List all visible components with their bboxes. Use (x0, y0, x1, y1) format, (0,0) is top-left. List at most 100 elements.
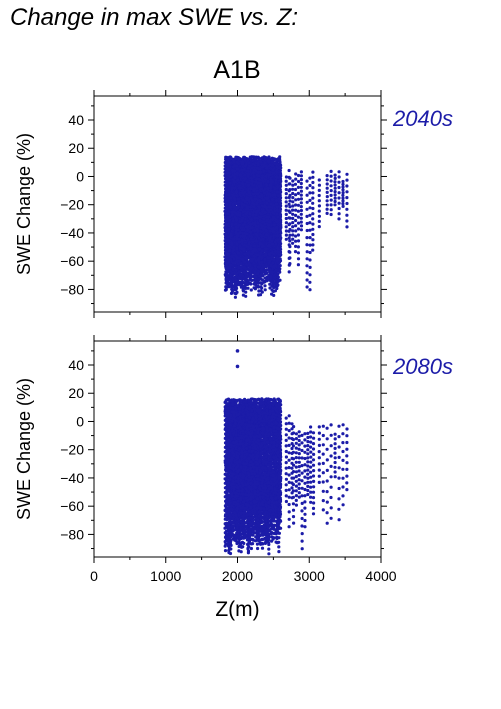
data-point (263, 257, 267, 262)
data-point (293, 187, 298, 192)
data-point (240, 168, 244, 173)
data-point (311, 170, 315, 174)
data-point (294, 234, 298, 238)
data-point (275, 165, 279, 169)
data-point (311, 186, 315, 190)
data-point (258, 254, 262, 258)
data-point (284, 204, 288, 208)
data-point (231, 261, 235, 265)
data-point (254, 224, 258, 228)
data-point (235, 160, 239, 164)
data-point (291, 187, 295, 191)
data-point (263, 187, 267, 191)
data-point (226, 266, 230, 270)
data-point (271, 193, 275, 197)
data-point (275, 278, 280, 282)
data-point (229, 258, 233, 262)
data-point (235, 194, 239, 198)
data-point (305, 257, 309, 261)
y-tick-label: 40 (68, 112, 84, 128)
data-point (341, 179, 345, 184)
data-point (243, 284, 247, 288)
data-point (284, 192, 288, 196)
data-point (274, 242, 278, 246)
data-point (243, 173, 247, 177)
data-point (235, 260, 239, 264)
data-point (262, 169, 266, 173)
data-point (245, 281, 249, 285)
data-point (299, 170, 303, 174)
data-point (329, 169, 333, 173)
data-point (270, 279, 274, 283)
data-point (237, 259, 241, 263)
data-point (246, 274, 250, 278)
data-point (296, 215, 300, 219)
data-point (244, 163, 248, 167)
x-tick-label: 4000 (365, 568, 396, 584)
data-point (250, 278, 254, 282)
data-point (264, 233, 268, 237)
data-point (228, 273, 232, 277)
data-point (254, 210, 259, 214)
data-point (258, 199, 262, 203)
data-point (240, 202, 244, 206)
data-point (224, 187, 228, 191)
data-point (291, 233, 295, 237)
data-point (345, 225, 349, 229)
data-point (241, 288, 245, 292)
y-tick-label: −80 (60, 281, 84, 297)
data-point (317, 188, 321, 192)
data-point (296, 257, 301, 261)
data-point (234, 222, 238, 226)
data-point (263, 210, 267, 215)
data-point (251, 213, 255, 217)
data-point (263, 225, 267, 229)
data-point (233, 169, 237, 173)
data-point (227, 171, 231, 176)
data-point (308, 250, 312, 255)
data-point (239, 173, 243, 177)
data-point (241, 182, 245, 186)
data-point (231, 193, 235, 197)
panel-label-2080s: 2080s (393, 354, 453, 379)
data-point (325, 174, 329, 178)
data-point (231, 219, 235, 223)
data-point (275, 205, 279, 209)
data-point (288, 227, 292, 232)
data-point (228, 249, 232, 253)
data-point (288, 256, 292, 260)
data-point (288, 250, 292, 254)
data-point (333, 173, 337, 177)
data-point (294, 224, 298, 228)
data-point (296, 233, 300, 237)
data-point (270, 156, 274, 160)
data-point (261, 265, 265, 269)
data-point (246, 251, 250, 256)
data-point (259, 272, 263, 277)
data-point (299, 201, 303, 205)
data-point (337, 185, 341, 190)
data-point (291, 212, 295, 216)
data-point (263, 284, 267, 288)
data-point (253, 197, 258, 201)
y-tick-label: 0 (76, 168, 84, 184)
data-point (265, 264, 269, 268)
data-point (279, 247, 283, 251)
data-point (294, 208, 298, 212)
data-point (308, 228, 312, 232)
data-point (226, 160, 231, 164)
data-point (250, 198, 254, 203)
data-point (284, 175, 288, 179)
data-point (308, 265, 312, 269)
data-point (276, 238, 280, 242)
data-point (291, 225, 295, 229)
data-point (296, 173, 301, 178)
data-point (248, 212, 252, 216)
data-point (329, 179, 333, 183)
data-point (251, 257, 255, 261)
data-point (341, 204, 345, 208)
data-point (228, 263, 233, 267)
data-point (250, 226, 254, 230)
